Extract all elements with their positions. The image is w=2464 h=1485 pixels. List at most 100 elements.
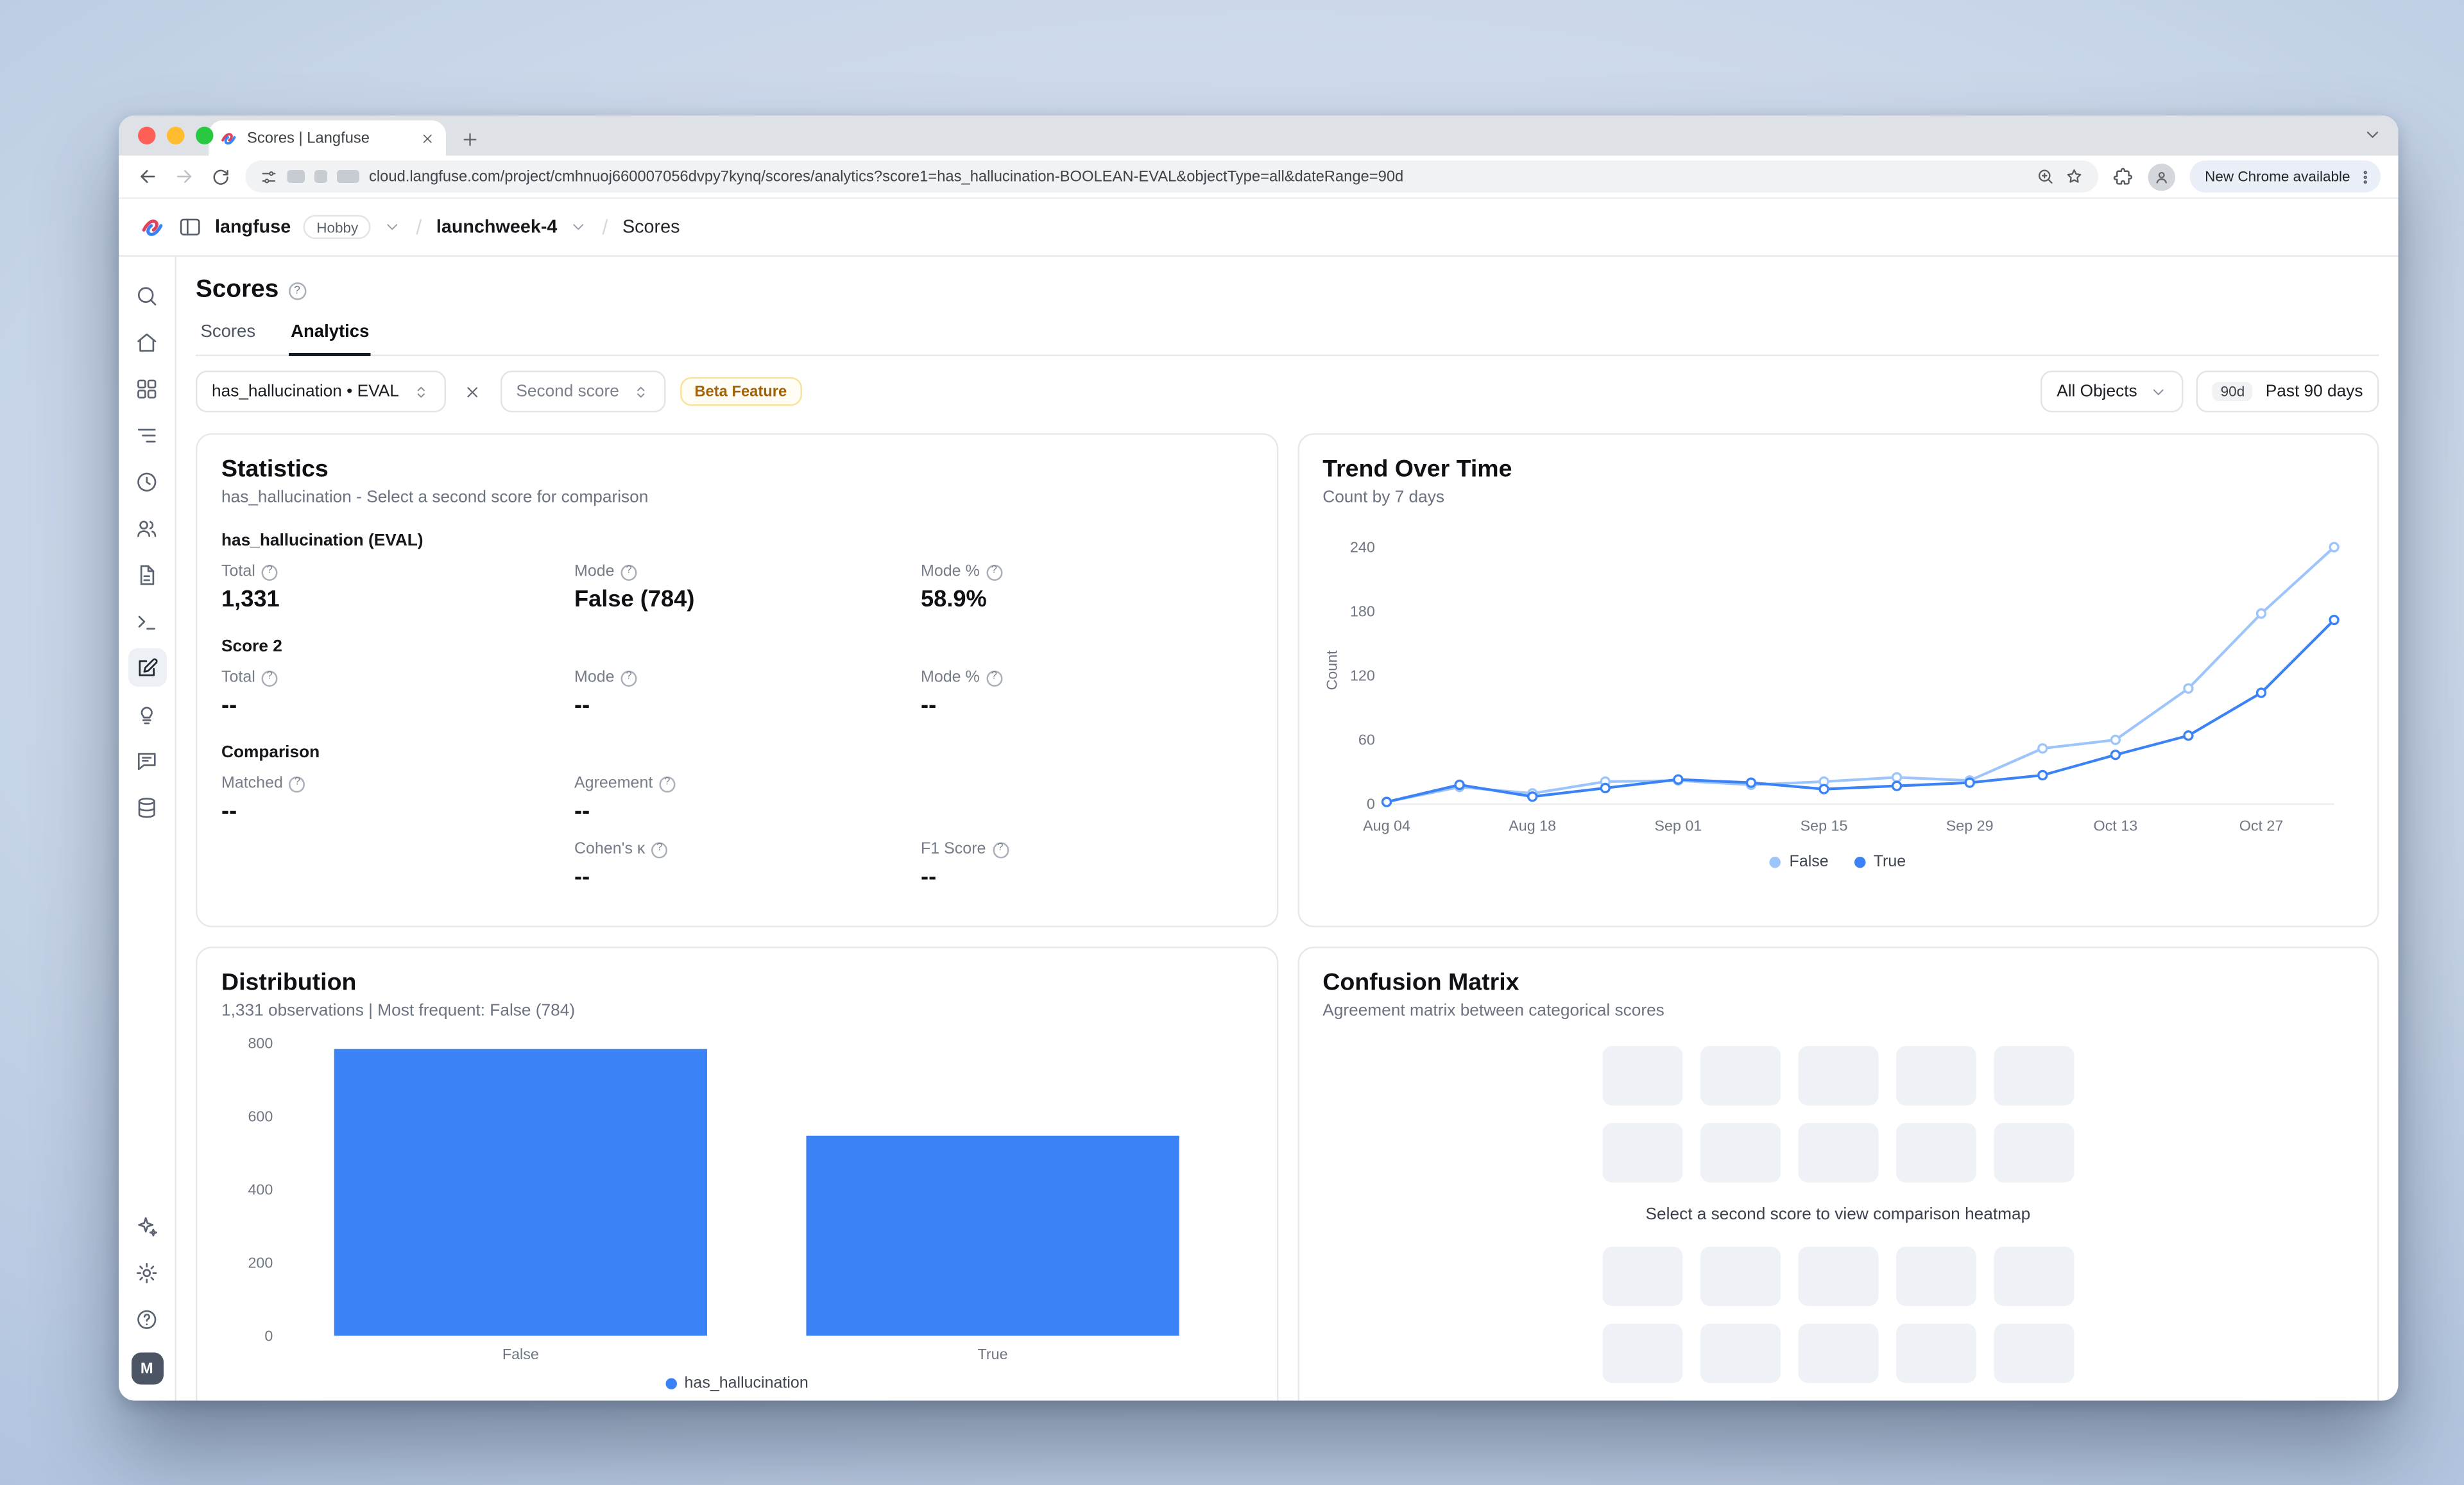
- user-avatar[interactable]: M: [130, 1352, 163, 1385]
- message-square-icon: [137, 751, 156, 769]
- chevrons-up-down-icon: [412, 382, 430, 400]
- sidebar-item-prompts[interactable]: [128, 555, 166, 594]
- sidebar-toggle-icon[interactable]: [178, 215, 203, 239]
- svg-text:Sep 29: Sep 29: [1946, 817, 1993, 834]
- confusion-title: Confusion Matrix: [1322, 969, 1519, 997]
- back-button[interactable]: [137, 166, 159, 188]
- trend-title: Trend Over Time: [1322, 456, 1512, 483]
- help-icon[interactable]: ?: [986, 669, 1002, 686]
- chevron-down-icon: [2150, 382, 2168, 400]
- sidebar-item-sessions[interactable]: [128, 462, 166, 501]
- sidebar-item-search[interactable]: [128, 276, 166, 314]
- file-text-icon: [140, 564, 155, 585]
- help-icon[interactable]: ?: [651, 841, 668, 858]
- sidebar-item-whats-new[interactable]: [128, 1206, 166, 1245]
- trend-legend: False True: [1322, 854, 2353, 871]
- confusion-placeholder-cell: [1993, 1046, 2074, 1106]
- sidebar-item-annotation[interactable]: [128, 741, 166, 780]
- zoom-icon[interactable]: [2037, 167, 2056, 186]
- stat-label: Mode: [574, 563, 615, 581]
- comparison-section-heading: Comparison: [221, 742, 320, 762]
- chrome-update-chip[interactable]: New Chrome available: [2190, 160, 2381, 193]
- bookmark-star-icon[interactable]: [2066, 167, 2085, 186]
- distribution-card: Distribution 1,331 observations | Most f…: [196, 947, 1278, 1401]
- sidebar-item-evaluation[interactable]: [127, 648, 166, 687]
- help-icon[interactable]: ?: [992, 841, 1009, 858]
- score1-select[interactable]: has_hallucination • EVAL: [196, 370, 446, 413]
- help-icon[interactable]: ?: [620, 669, 637, 686]
- reload-button[interactable]: [210, 166, 232, 187]
- tab-analytics[interactable]: Analytics: [289, 320, 371, 356]
- gear-icon: [137, 1262, 157, 1283]
- trend-over-time-card: Trend Over Time Count by 7 days 0 60 120 18…: [1297, 433, 2379, 927]
- address-bar[interactable]: cloud.langfuse.com/project/cmhnuoj660007…: [245, 160, 2100, 193]
- svg-text:0: 0: [1366, 796, 1374, 812]
- help-icon[interactable]: ?: [986, 563, 1002, 580]
- org-name[interactable]: langfuse: [215, 217, 291, 237]
- score2-select[interactable]: Second score: [500, 370, 666, 413]
- stat-value: --: [921, 693, 937, 719]
- sidebar-item-playground[interactable]: [128, 602, 166, 640]
- sidebar-item-datasets[interactable]: [128, 788, 166, 827]
- chrome-update-label: New Chrome available: [2205, 168, 2350, 185]
- legend-dot-icon: [1770, 857, 1782, 868]
- forward-button[interactable]: [173, 166, 196, 188]
- date-range-select[interactable]: 90d Past 90 days: [2196, 370, 2379, 413]
- score2-section-heading: Score 2: [221, 637, 282, 657]
- tab-search-button[interactable]: [2363, 125, 2383, 144]
- window-close-button[interactable]: [138, 126, 156, 144]
- tab-close-icon[interactable]: [420, 131, 435, 146]
- confusion-placeholder-cell: [1602, 1046, 1682, 1106]
- window-minimize-button[interactable]: [167, 126, 185, 144]
- help-icon[interactable]: ?: [261, 669, 278, 686]
- new-tab-button[interactable]: [461, 130, 480, 150]
- database-icon: [138, 796, 155, 818]
- sidebar-item-dashboards[interactable]: [128, 369, 166, 408]
- help-icon[interactable]: ?: [261, 563, 278, 580]
- score2-placeholder: Second score: [516, 382, 619, 401]
- stat-value: --: [574, 693, 590, 719]
- confusion-placeholder-cell: [1993, 1323, 2074, 1383]
- svg-text:False: False: [502, 1346, 539, 1362]
- stat-value: False (784): [574, 587, 695, 613]
- sidebar-item-home[interactable]: [128, 323, 166, 361]
- tab-scores[interactable]: Scores: [199, 320, 257, 357]
- breadcrumb-separator: /: [602, 215, 608, 239]
- svg-text:Sep 01: Sep 01: [1654, 817, 1701, 834]
- url-text: cloud.langfuse.com/project/cmhnuoj660007…: [369, 167, 1404, 185]
- sidebar-item-ideas[interactable]: [128, 695, 166, 734]
- confusion-placeholder-cell: [1895, 1323, 1976, 1383]
- page-tabs: Scores Analytics: [196, 320, 2379, 357]
- help-icon[interactable]: ?: [289, 775, 305, 792]
- clear-score1-button[interactable]: [455, 374, 490, 409]
- statistics-card: Statistics has_hallucination - Select a …: [196, 433, 1278, 927]
- sidebar-item-tracing[interactable]: [128, 416, 166, 454]
- kebab-menu-icon[interactable]: [2357, 167, 2375, 185]
- statistics-title: Statistics: [221, 456, 329, 483]
- profile-avatar[interactable]: [2148, 162, 2177, 191]
- browser-tab[interactable]: Scores | Langfuse: [209, 120, 446, 156]
- page-info-icon[interactable]: ?: [288, 281, 306, 300]
- stat-total: Total? 1,331: [221, 563, 574, 614]
- sidebar-item-settings[interactable]: [128, 1253, 166, 1292]
- sidebar-item-support[interactable]: [128, 1300, 166, 1338]
- help-icon[interactable]: ?: [620, 563, 637, 580]
- stat-mode-2: Mode? --: [574, 669, 921, 719]
- project-name[interactable]: launchweek-4: [436, 217, 558, 237]
- sidebar-item-users[interactable]: [128, 509, 166, 547]
- help-icon[interactable]: ?: [659, 775, 676, 792]
- stat-mode-pct-2: Mode %? --: [921, 669, 1252, 719]
- org-switcher-chevron-icon[interactable]: [384, 218, 402, 236]
- object-filter-select[interactable]: All Objects: [2041, 370, 2184, 413]
- breadcrumb-page: Scores: [622, 217, 680, 237]
- site-settings-icon[interactable]: [260, 167, 278, 185]
- window-zoom-button[interactable]: [196, 126, 214, 144]
- confusion-placeholder-cell: [1797, 1046, 1878, 1106]
- extensions-icon[interactable]: [2114, 166, 2135, 187]
- confusion-placeholder-cell: [1797, 1246, 1878, 1306]
- svg-text:True: True: [978, 1346, 1008, 1362]
- stat-value: --: [574, 864, 590, 891]
- svg-text:400: 400: [248, 1181, 273, 1197]
- project-switcher-chevron-icon[interactable]: [570, 218, 588, 236]
